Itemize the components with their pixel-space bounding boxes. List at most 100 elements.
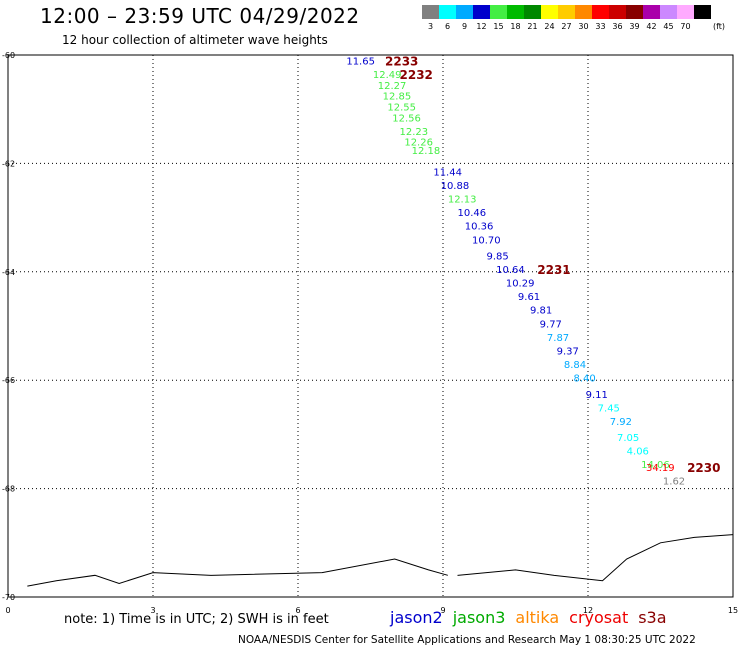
pass-time-label: 2230: [687, 461, 720, 475]
satellite-label-cryosat: cryosat: [569, 608, 629, 627]
wave-height-label: 12.23: [400, 127, 429, 138]
wave-height-label: 4.06: [627, 447, 649, 458]
legend-label: 42: [646, 22, 657, 31]
legend-item: 9: [456, 5, 473, 31]
legend-swatch: [524, 5, 541, 19]
satellite-label-s3a: s3a: [638, 608, 667, 627]
wave-height-label: 9.11: [586, 390, 608, 401]
x-tick-label: 0: [5, 606, 10, 615]
wave-height-label: 9.37: [557, 346, 579, 357]
legend-item: [694, 5, 711, 22]
legend-swatch: [592, 5, 609, 19]
legend-item: 45: [660, 5, 677, 31]
wave-height-label: 10.88: [441, 181, 470, 192]
wave-height-label: 10.46: [458, 208, 487, 219]
y-tick-label: -68: [2, 485, 15, 494]
satellite-label-jason2: jason2: [390, 608, 443, 627]
x-tick-label: 6: [295, 606, 300, 615]
satellite-label-altika: altika: [515, 608, 560, 627]
legend-swatch: [439, 5, 456, 19]
legend-label: 30: [578, 22, 589, 31]
wave-height-label: 12.55: [387, 102, 416, 113]
wave-height-label: 9.85: [487, 252, 509, 263]
x-tick-label: 12: [583, 606, 593, 615]
y-tick-label: -66: [2, 376, 15, 385]
plot-frame: [7, 54, 734, 598]
legend-label: 36: [612, 22, 623, 31]
x-tick-label: 9: [440, 606, 445, 615]
satellite-legend: jason2 jason3 altika cryosat s3a: [390, 608, 667, 627]
wave-height-label: 11.44: [433, 168, 462, 179]
legend-swatch: [677, 5, 694, 19]
legend-swatch: [490, 5, 507, 19]
coastline-left: [27, 558, 448, 587]
wave-height-label: 10.70: [472, 235, 501, 246]
wave-height-label: 10.64: [496, 265, 525, 276]
wave-height-label: 12.56: [392, 113, 421, 124]
y-tick-label: -62: [2, 159, 15, 168]
wave-height-label: 12.13: [448, 195, 477, 206]
wave-height-label: 11.65: [346, 56, 375, 67]
wave-height-label: 7.92: [610, 417, 632, 428]
wave-height-label: 12.49: [373, 70, 402, 81]
legend-unit: (ft): [713, 22, 726, 31]
wave-height-label: 12.27: [378, 81, 407, 92]
legend-item: 39: [626, 5, 643, 31]
legend-swatch: [507, 5, 524, 19]
legend-swatch: [473, 5, 490, 19]
wave-height-label: 7.45: [598, 403, 620, 414]
legend-label: 3: [427, 22, 434, 31]
pass-time-label: 2231: [537, 263, 570, 277]
pass-time-label: 2233: [385, 54, 418, 68]
wave-height-label: 34.19: [646, 463, 675, 474]
x-tick-label: 3: [150, 606, 155, 615]
legend-swatch: [609, 5, 626, 19]
color-scale-legend: 3 6 9 12 15 18 21 24 27 30 33 36 39 42 45 70 (ft): [422, 5, 725, 31]
legend-swatch: [558, 5, 575, 19]
legend-swatch: [694, 5, 711, 19]
legend-item: 24: [541, 5, 558, 31]
legend-item: 15: [490, 5, 507, 31]
legend-swatch: [626, 5, 643, 19]
coastline-right: [457, 534, 734, 582]
y-tick-label: -70: [2, 593, 15, 602]
wave-height-label: 9.61: [518, 292, 540, 303]
legend-swatch: [643, 5, 660, 19]
x-tick-label: 15: [728, 606, 738, 615]
legend-label: 27: [561, 22, 572, 31]
credit-line: NOAA/NESDIS Center for Satellite Applica…: [238, 634, 696, 646]
pass-time-label: 2232: [400, 68, 433, 82]
legend-label: 21: [527, 22, 538, 31]
legend-item: 27: [558, 5, 575, 31]
legend-swatch: [575, 5, 592, 19]
wave-height-label: 7.87: [547, 333, 569, 344]
legend-label: 70: [680, 22, 691, 31]
legend-swatch: [660, 5, 677, 19]
legend-item: 18: [507, 5, 524, 31]
legend-item: 21: [524, 5, 541, 31]
legend-label: 18: [510, 22, 521, 31]
wave-height-label: 9.81: [530, 306, 552, 317]
legend-item: 70: [677, 5, 694, 31]
wave-height-label: 8.84: [564, 360, 586, 371]
legend-item: 33: [592, 5, 609, 31]
legend-label: 12: [476, 22, 487, 31]
wave-height-label: 8.40: [574, 373, 596, 384]
y-tick-label: -60: [2, 51, 15, 60]
legend-item: 30: [575, 5, 592, 31]
wave-height-label: 1.62: [663, 476, 685, 487]
legend-label: 39: [629, 22, 640, 31]
legend-label: 45: [663, 22, 674, 31]
legend-label: 15: [493, 22, 504, 31]
wave-height-label: 9.77: [540, 319, 562, 330]
legend-swatch: [541, 5, 558, 19]
wave-height-label: 7.05: [617, 433, 639, 444]
legend-swatch: [422, 5, 439, 19]
wave-height-label: 14.06: [641, 460, 670, 471]
legend-label: 33: [595, 22, 606, 31]
footnote: note: 1) Time is in UTC; 2) SWH is in fe…: [64, 612, 329, 627]
wave-height-label: 12.26: [404, 138, 433, 149]
y-tick-label: -64: [2, 268, 15, 277]
legend-item: 12: [473, 5, 490, 31]
